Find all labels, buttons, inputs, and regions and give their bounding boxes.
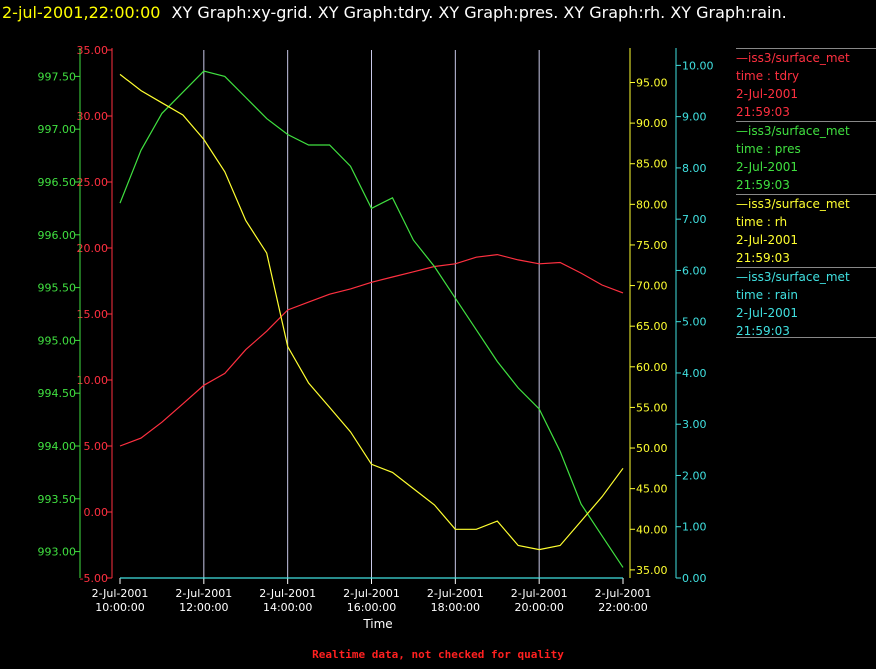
pres-tick-label: 995.50 [38, 282, 77, 295]
x-tick-time: 12:00:00 [179, 601, 228, 614]
pres-tick-label: 994.50 [38, 387, 77, 400]
rh-tick-label: 90.00 [636, 117, 668, 130]
legend-label: 21:59:03 [736, 105, 790, 119]
rh-tick-label: 80.00 [636, 198, 668, 211]
tdry-tick-label: 5.00 [84, 440, 109, 453]
rain-tick-label: 9.00 [682, 111, 707, 124]
x-tick-time: 16:00:00 [347, 601, 396, 614]
rh-tick-label: 70.00 [636, 280, 668, 293]
rain-tick-label: 6.00 [682, 264, 707, 277]
x-axis-title: Time [363, 617, 393, 631]
legend-label: time : tdry [736, 69, 800, 83]
rain-tick-label: 3.00 [682, 418, 707, 431]
rain-tick-label: 8.00 [682, 162, 707, 175]
x-tick-time: 10:00:00 [95, 601, 144, 614]
quality-note: Realtime data, not checked for quality [312, 648, 564, 661]
x-tick-date: 2-Jul-2001 [511, 587, 568, 600]
pres-tick-label: 997.50 [38, 70, 77, 83]
tdry-tick-label: 10.00 [77, 374, 109, 387]
legend-label: —iss3/surface_met [736, 51, 850, 65]
x-tick-date: 2-Jul-2001 [595, 587, 652, 600]
rh-tick-label: 45.00 [636, 483, 668, 496]
x-tick-time: 18:00:00 [431, 601, 480, 614]
title-date: 2-jul-2001,22:00:00 [2, 3, 161, 22]
rain-tick-label: 4.00 [682, 367, 707, 380]
legend-separator [736, 194, 876, 195]
legend-separator [736, 337, 876, 338]
x-tick-time: 22:00:00 [598, 601, 647, 614]
legend-label: 2-Jul-2001 [736, 87, 798, 101]
pres-tick-label: 994.00 [38, 440, 77, 453]
x-tick-date: 2-Jul-2001 [427, 587, 484, 600]
rain-tick-label: 1.00 [682, 521, 707, 534]
rh-tick-label: 55.00 [636, 401, 668, 414]
rh-tick-label: 35.00 [636, 564, 668, 577]
title-bar: 2-jul-2001,22:00:00 XY Graph:xy-grid. XY… [0, 0, 876, 30]
legend-label: —iss3/surface_met [736, 270, 850, 284]
legend-label: 21:59:03 [736, 178, 790, 192]
tdry-tick-label: 0.00 [84, 506, 109, 519]
tdry-tick-label: -5.00 [80, 572, 108, 585]
tdry-tick-label: 20.00 [77, 242, 109, 255]
rh-tick-label: 75.00 [636, 239, 668, 252]
tdry-tick-label: 15.00 [77, 308, 109, 321]
pres-tick-label: 996.50 [38, 176, 77, 189]
pres-tick-label: 995.00 [38, 334, 77, 347]
legend-label: 2-Jul-2001 [736, 306, 798, 320]
x-tick-date: 2-Jul-2001 [92, 587, 149, 600]
rh-tick-label: 40.00 [636, 523, 668, 536]
pres-tick-label: 997.00 [38, 123, 77, 136]
legend-separator [736, 48, 876, 49]
rh-tick-label: 60.00 [636, 361, 668, 374]
pres-tick-label: 993.50 [38, 493, 77, 506]
legend-label: time : pres [736, 142, 801, 156]
rh-series-line [119, 73, 624, 551]
legend-label: 2-Jul-2001 [736, 160, 798, 174]
legend-label: 21:59:03 [736, 251, 790, 265]
legend-separator [736, 121, 876, 122]
rain-tick-label: 10.00 [682, 59, 714, 72]
rain-tick-label: 5.00 [682, 316, 707, 329]
x-tick-date: 2-Jul-2001 [259, 587, 316, 600]
x-tick-date: 2-Jul-2001 [175, 587, 232, 600]
tdry-tick-label: 25.00 [77, 176, 109, 189]
tdry-series-line [119, 253, 624, 447]
rain-tick-label: 2.00 [682, 469, 707, 482]
rain-tick-label: 7.00 [682, 213, 707, 226]
legend-label: 2-Jul-2001 [736, 233, 798, 247]
legend-separator [736, 267, 876, 268]
rh-tick-label: 85.00 [636, 158, 668, 171]
pres-series-line [119, 70, 624, 568]
pres-tick-label: 993.00 [38, 546, 77, 559]
legend-label: 21:59:03 [736, 324, 790, 338]
tdry-tick-label: 35.00 [77, 44, 109, 57]
x-tick-time: 20:00:00 [514, 601, 563, 614]
tdry-tick-label: 30.00 [77, 110, 109, 123]
rh-tick-label: 65.00 [636, 320, 668, 333]
rh-tick-label: 95.00 [636, 76, 668, 89]
title-graph-list: XY Graph:xy-grid. XY Graph:tdry. XY Grap… [171, 3, 787, 22]
x-tick-date: 2-Jul-2001 [343, 587, 400, 600]
rh-tick-label: 50.00 [636, 442, 668, 455]
legend-label: time : rain [736, 288, 799, 302]
rain-tick-label: 0.00 [682, 572, 707, 585]
legend-label: time : rh [736, 215, 788, 229]
x-tick-time: 14:00:00 [263, 601, 312, 614]
legend-label: —iss3/surface_met [736, 124, 850, 138]
pres-tick-label: 996.00 [38, 229, 77, 242]
legend-label: —iss3/surface_met [736, 197, 850, 211]
